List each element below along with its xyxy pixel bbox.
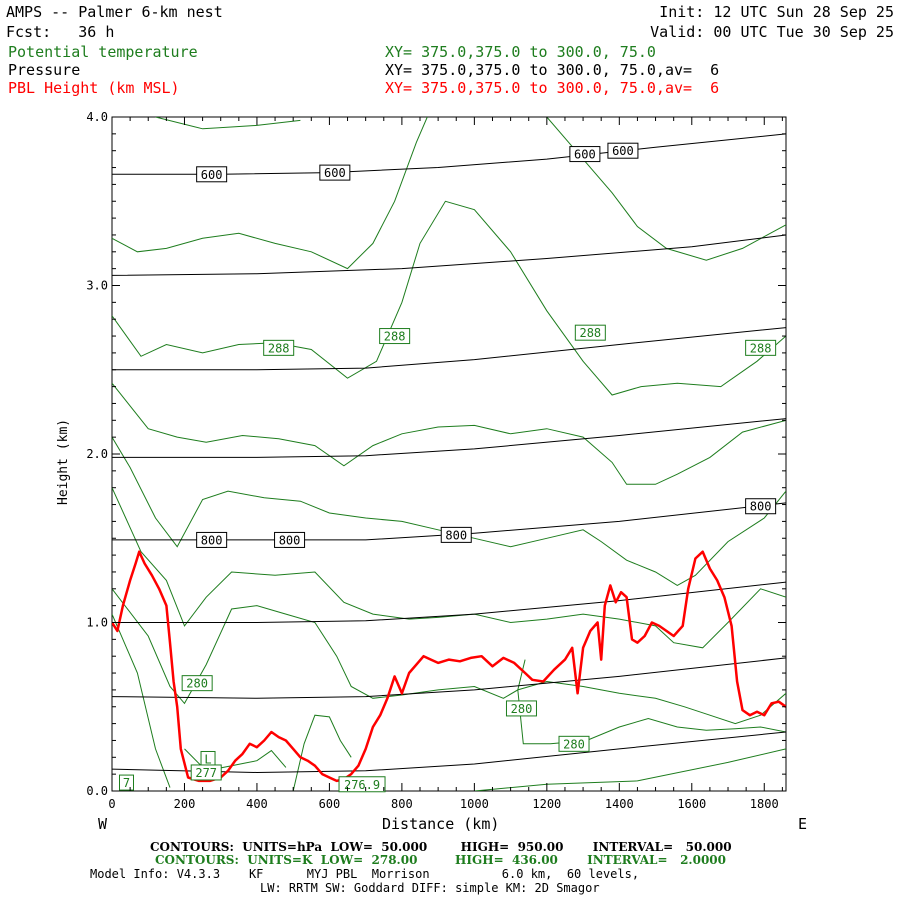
theta-label-box [379,328,411,345]
x-tick-label: 1200 [532,797,561,811]
field-pbl-xy: XY= 375.0,375.0 to 300.0, 75.0,av= 6 [385,79,720,97]
y-axis-label: Height (km) [56,418,71,505]
theta-contours [112,117,786,791]
theta-label-box [505,700,537,717]
pressure-label-box [274,531,306,548]
y-tick-label: 4.0 [86,110,108,124]
west-label: W [98,815,108,833]
east-label: E [798,815,808,833]
pressure-contour-650 [112,234,786,276]
theta-label-box [574,324,606,341]
y-tick-label: 1.0 [86,616,108,630]
field-pressure-name: Pressure [8,61,81,79]
theta-contour-line [112,613,171,788]
footer-theta-contours: CONTOURS: UNITS=K LOW= 278.00 HIGH= 436.… [155,853,726,867]
theta-label: 7 [123,776,130,790]
theta-contour-line [517,659,786,745]
pressure-label: 800 [445,528,467,542]
init-time: Init: 12 UTC Sun 28 Sep 25 [659,3,894,21]
pressure-label: 800 [201,533,223,547]
theta-label: 277 [195,766,217,780]
field-pbl-name: PBL Height (km MSL) [8,79,180,97]
x-axis-label: Distance (km) [382,815,500,833]
theta-contour-line [546,117,786,261]
footer-model-info: Model Info: V4.3.3 KF MYJ PBL Morrison 6… [90,867,640,881]
theta-label: 280 [511,702,533,716]
pressure-contour-750 [112,418,786,458]
pressure-contours [112,133,786,774]
valid-time: Valid: 00 UTC Tue 30 Sep 25 [650,23,894,41]
y-tick-label: 2.0 [86,447,108,461]
pressure-label: 600 [201,168,223,182]
x-tick-label: 600 [319,797,341,811]
axis-ticks: 0.0 1.0 2.0 3.0 4.0 0 200 400 600 800 1000 1200 1400… [86,110,786,811]
theta-label: 288 [750,341,772,355]
x-tick-label: 0 [108,797,115,811]
plot-frame [111,116,787,792]
pressure-label-box [196,531,228,548]
x-tick-label: 200 [174,797,196,811]
x-tick-label: 1600 [677,797,706,811]
theta-label: 280 [186,677,208,691]
plot-border [111,116,787,792]
x-tick-label: 1400 [605,797,634,811]
pressure-contour-850 [112,581,786,623]
pressure-label-box [196,166,228,183]
theta-label: L [204,752,211,766]
pressure-label-box [745,498,777,515]
footer-physics-info: LW: RRTM SW: Goddard DIFF: simple KM: 2D… [260,881,600,895]
theta-contour-line [292,714,352,791]
pressure-label-box [319,164,351,181]
theta-label: 288 [579,326,601,340]
product-title: AMPS -- Palmer 6-km nest [6,3,223,21]
theta-label: 276.9 [344,778,380,792]
footer-pressure-contours: CONTOURS: UNITS=hPa LOW= 50.000 HIGH= 95… [150,840,732,854]
pressure-label: 600 [324,166,346,180]
theta-contour-line [112,487,786,649]
theta-contour-line [112,200,786,396]
theta-label-box [263,339,295,356]
theta-label: 280 [563,737,585,751]
pressure-contour-700 [112,327,786,371]
pressure-label-box [440,526,472,543]
x-tick-label: 1800 [750,797,779,811]
pressure-label: 600 [612,144,634,158]
theta-contour-line [155,117,301,130]
theta-label-box [745,339,777,356]
field-pressure-xy: XY= 375.0,375.0 to 300.0, 75.0,av= 6 [385,61,720,79]
theta-label-box [181,675,213,692]
theta-label: 288 [268,341,290,355]
theta-contour-line [474,748,786,791]
y-tick-label: 3.0 [86,279,108,293]
theta-contour-line [112,588,786,725]
x-tick-label: 400 [246,797,268,811]
theta-contour-line [112,436,786,586]
pressure-label: 600 [574,148,596,162]
pbl-series [112,550,786,783]
field-theta-name: Potential temperature [8,43,198,61]
theta-contour-line [112,117,428,270]
theta-label-box [190,764,222,781]
theta-label-box [118,774,134,791]
pressure-contour-950 [112,731,786,774]
pressure-label-box [569,146,601,163]
pressure-label-box [607,142,639,159]
field-theta-xy: XY= 375.0,375.0 to 300.0, 75.0 [385,43,656,61]
pressure-label: 800 [750,500,772,514]
x-tick-label: 800 [391,797,413,811]
pressure-contour-800 [112,502,786,541]
theta-label-box [558,735,590,752]
pressure-contour-900 [112,657,786,699]
theta-contour-line [112,382,786,485]
pbl-height-line [112,550,786,783]
theta-label: 288 [384,330,406,344]
contour-labels: 600 600 600 600 800 800 800 800 288 288 288 288 280 2… [118,142,777,793]
theta-label-box [338,776,386,793]
forecast-hour: Fcst: 36 h [6,23,115,41]
x-tick-label: 1000 [460,797,489,811]
y-tick-label: 0.0 [86,784,108,798]
pressure-label: 800 [279,533,301,547]
